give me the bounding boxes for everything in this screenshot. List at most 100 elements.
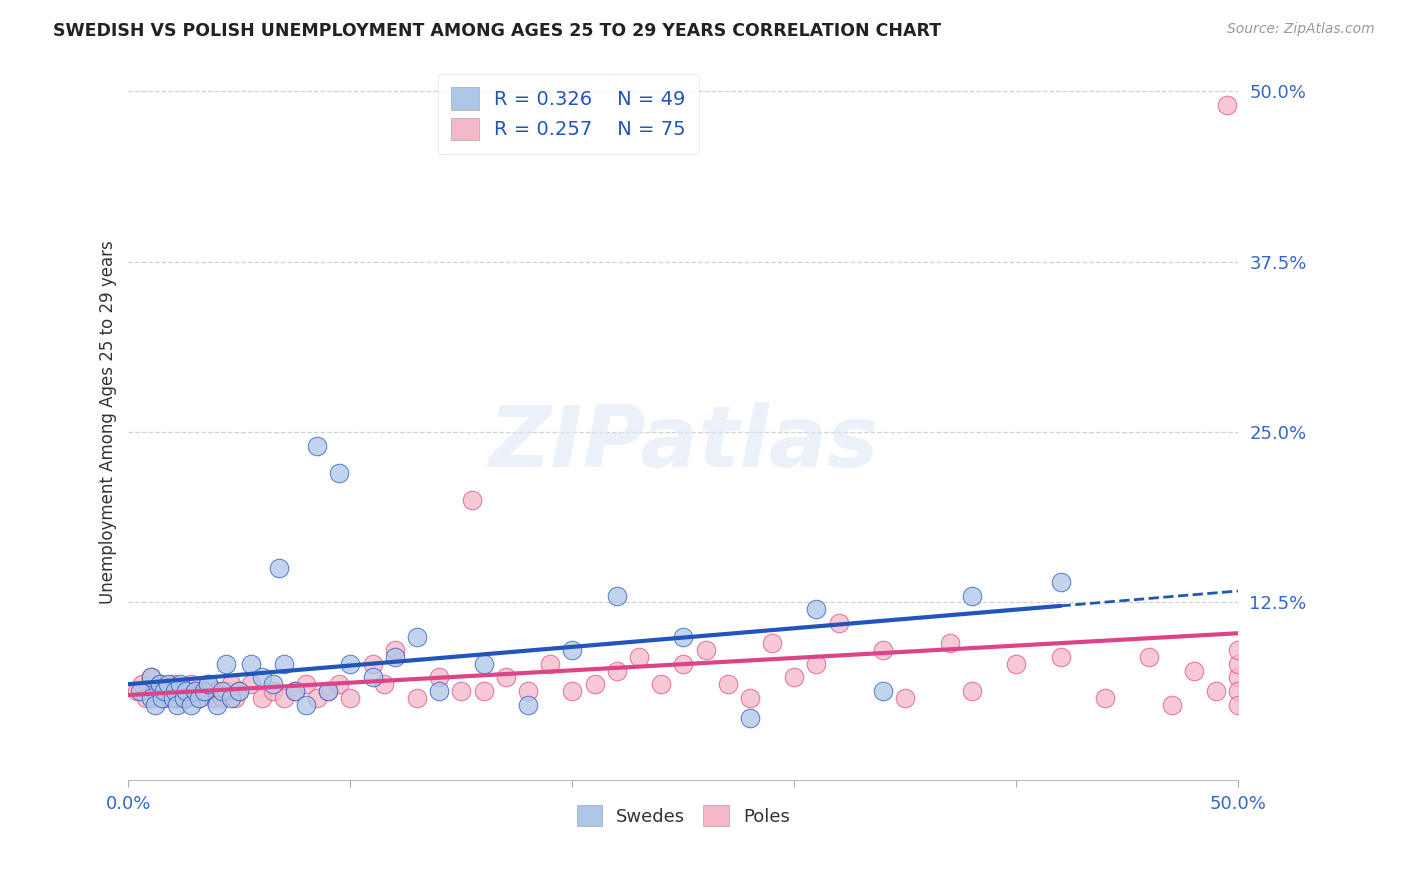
Y-axis label: Unemployment Among Ages 25 to 29 years: Unemployment Among Ages 25 to 29 years [100,240,117,604]
Point [1160,698,1182,712]
Point [219,677,242,691]
Point [193,684,215,698]
Point [273,657,295,671]
Point [316,684,339,698]
Point [262,684,284,698]
Point [201,690,224,705]
Point [472,657,495,671]
Point [1227,670,1250,684]
Point [450,684,472,698]
Point [143,684,166,698]
Point [135,690,157,705]
Point [127,684,149,698]
Point [606,664,628,678]
Point [406,630,429,644]
Point [150,690,173,705]
Point [461,493,484,508]
Point [207,698,229,712]
Point [1049,649,1071,664]
Point [273,690,295,705]
Point [228,684,250,698]
Point [827,615,849,630]
Point [738,711,761,725]
Point [197,677,219,691]
Point [960,589,983,603]
Point [239,677,262,691]
Point [295,677,318,691]
Point [131,677,153,691]
Point [606,589,628,603]
Point [1227,698,1250,712]
Text: Source: ZipAtlas.com: Source: ZipAtlas.com [1227,22,1375,37]
Point [224,690,246,705]
Point [228,684,250,698]
Point [184,684,207,698]
Point [250,690,273,705]
Point [894,690,917,705]
Point [361,670,384,684]
Point [139,670,162,684]
Point [1216,98,1239,112]
Point [153,690,176,705]
Point [384,643,406,657]
Point [211,690,233,705]
Point [738,690,761,705]
Point [427,684,450,698]
Point [361,657,384,671]
Point [672,630,695,644]
Point [650,677,672,691]
Point [157,677,180,691]
Point [1205,684,1227,698]
Point [427,670,450,684]
Point [960,684,983,698]
Point [174,690,197,705]
Point [328,677,350,691]
Point [157,684,180,698]
Point [184,684,207,698]
Point [1182,664,1205,678]
Point [139,690,162,705]
Point [561,684,583,698]
Point [307,439,329,453]
Point [307,690,329,705]
Point [1094,690,1116,705]
Point [250,670,273,684]
Point [139,670,162,684]
Text: SWEDISH VS POLISH UNEMPLOYMENT AMONG AGES 25 TO 29 YEARS CORRELATION CHART: SWEDISH VS POLISH UNEMPLOYMENT AMONG AGE… [53,22,942,40]
Point [1227,684,1250,698]
Point [153,684,176,698]
Point [284,684,307,698]
Point [211,684,233,698]
Point [166,698,188,712]
Legend: Swedes, Poles: Swedes, Poles [568,796,799,835]
Point [384,649,406,664]
Point [717,677,740,691]
Point [339,657,361,671]
Point [517,698,540,712]
Point [316,684,339,698]
Point [197,677,219,691]
Point [472,684,495,698]
Point [761,636,783,650]
Point [561,643,583,657]
Point [284,684,307,698]
Point [295,698,318,712]
Point [495,670,517,684]
Point [188,690,211,705]
Point [806,657,828,671]
Point [1227,657,1250,671]
Point [806,602,828,616]
Point [517,684,540,698]
Point [148,677,170,691]
Point [538,657,561,671]
Point [162,677,184,691]
Point [872,643,894,657]
Point [193,684,215,698]
Point [169,677,191,691]
Point [239,657,262,671]
Point [406,690,429,705]
Point [170,684,193,698]
Point [1049,574,1071,589]
Point [938,636,960,650]
Point [148,677,170,691]
